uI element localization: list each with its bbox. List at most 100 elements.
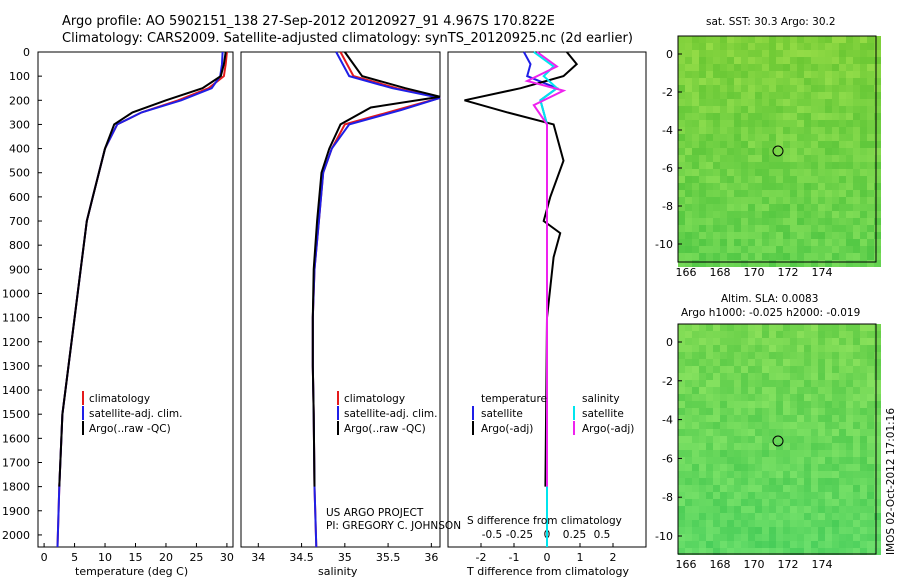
map-cell: [762, 338, 769, 345]
map-cell: [853, 50, 860, 57]
map-cell: [741, 260, 748, 267]
map-cell: [825, 534, 832, 541]
map-cell: [769, 345, 776, 352]
map-cell: [748, 373, 755, 380]
map-cell: [734, 513, 741, 520]
map-cell: [678, 176, 685, 183]
map-cell: [860, 246, 867, 253]
map-cell: [699, 401, 706, 408]
map-cell: [867, 148, 874, 155]
map-cell: [783, 527, 790, 534]
map-cell: [860, 366, 867, 373]
map-cell: [832, 197, 839, 204]
map-cell: [678, 232, 685, 239]
map-cell: [783, 534, 790, 541]
map-cell: [720, 260, 727, 267]
map-cell: [776, 43, 783, 50]
map-cell: [860, 324, 867, 331]
map-cell: [790, 464, 797, 471]
tdiff-tick-label: 2: [610, 551, 617, 564]
map-cell: [867, 232, 874, 239]
map-cell: [720, 99, 727, 106]
map-cell: [818, 239, 825, 246]
map-cell: [839, 513, 846, 520]
map-cell: [727, 471, 734, 478]
map-cell: [762, 36, 769, 43]
map-cell: [797, 520, 804, 527]
map-cell: [741, 506, 748, 513]
map-cell: [762, 162, 769, 169]
map-cell: [748, 232, 755, 239]
map-cell: [839, 43, 846, 50]
map-cell: [860, 218, 867, 225]
map-cell: [692, 436, 699, 443]
map-cell: [804, 218, 811, 225]
map-cell: [867, 78, 874, 85]
map-cell: [734, 541, 741, 548]
map-cell: [713, 162, 720, 169]
map-cell: [839, 408, 846, 415]
map-cell: [853, 499, 860, 506]
map-cell: [867, 260, 874, 267]
map-cell: [797, 183, 804, 190]
map-cell: [720, 429, 727, 436]
map-cell: [783, 36, 790, 43]
map-cell: [727, 155, 734, 162]
map-cell: [811, 190, 818, 197]
map-cell: [867, 211, 874, 218]
map-cell: [797, 478, 804, 485]
map-cell: [867, 485, 874, 492]
map-cell: [832, 99, 839, 106]
temp-tick-label: 5: [71, 551, 78, 564]
map-cell: [853, 513, 860, 520]
map-cell: [860, 260, 867, 267]
map-cell: [755, 499, 762, 506]
map-cell: [762, 155, 769, 162]
map-cell: [804, 345, 811, 352]
map-cell: [713, 450, 720, 457]
map-cell: [874, 499, 881, 506]
map-cell: [755, 345, 762, 352]
map-cell: [741, 204, 748, 211]
map-cell: [734, 64, 741, 71]
map-cell: [727, 260, 734, 267]
map-cell: [734, 43, 741, 50]
map-cell: [839, 183, 846, 190]
map-cell: [748, 429, 755, 436]
map-cell: [692, 78, 699, 85]
map-cell: [734, 134, 741, 141]
map-cell: [818, 387, 825, 394]
map-cell: [846, 246, 853, 253]
map-cell: [874, 71, 881, 78]
map-cell: [713, 127, 720, 134]
map-cell: [706, 218, 713, 225]
temp-tick-label: 0: [41, 551, 48, 564]
map-cell: [839, 120, 846, 127]
map-cell: [734, 352, 741, 359]
map-cell: [825, 443, 832, 450]
map-cell: [776, 373, 783, 380]
salinity-panel: 34 34.5 35 35.5 36 salinity climatology sate…: [240, 51, 461, 578]
map-cell: [713, 225, 720, 232]
map-cell: [692, 387, 699, 394]
map-cell: [741, 92, 748, 99]
map-cell: [699, 359, 706, 366]
map-cell: [790, 527, 797, 534]
map-cell: [727, 225, 734, 232]
map-cell: [741, 471, 748, 478]
map-cell: [769, 471, 776, 478]
map-cell: [839, 36, 846, 43]
map-cell: [846, 415, 853, 422]
map-cell: [832, 527, 839, 534]
map-cell: [727, 253, 734, 260]
series-argo-raw-qc-: [58, 51, 227, 487]
map-cell: [783, 408, 790, 415]
map-cell: [741, 225, 748, 232]
map-cell: [692, 134, 699, 141]
map-cell: [720, 450, 727, 457]
map-cell: [692, 141, 699, 148]
map-cell: [685, 64, 692, 71]
map-cell: [678, 457, 685, 464]
map-cell: [678, 78, 685, 85]
map-cell: [825, 457, 832, 464]
